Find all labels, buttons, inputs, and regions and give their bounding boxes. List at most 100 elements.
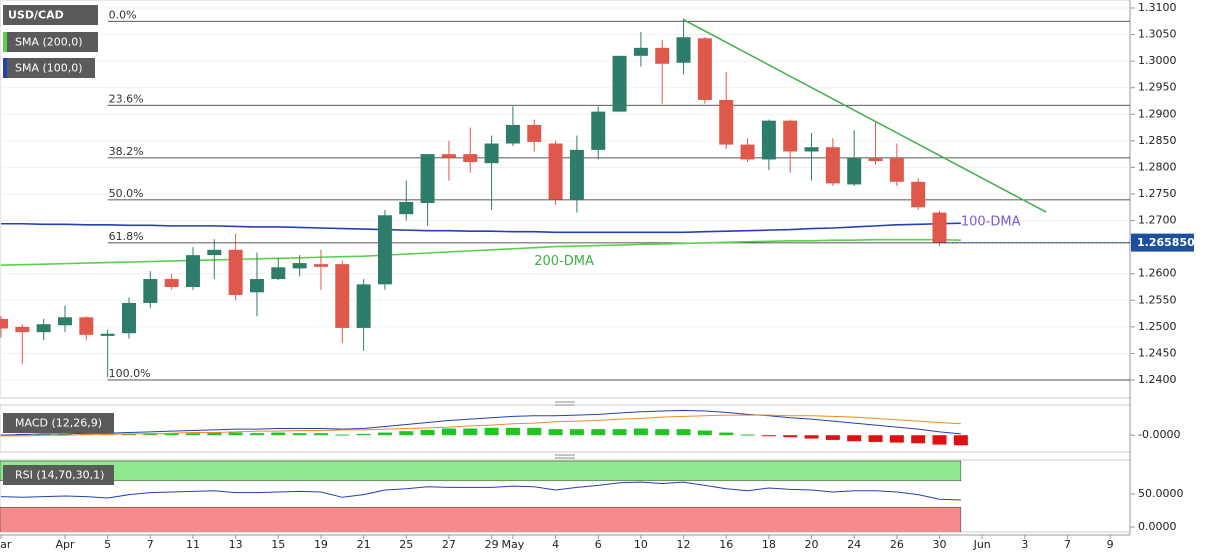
x-tick-label: May bbox=[502, 538, 525, 551]
x-tick-label: 7 bbox=[147, 538, 154, 551]
annotation: 100-DMA bbox=[961, 215, 1021, 230]
legend-swatch bbox=[3, 32, 7, 52]
legend-label: SMA (200,0) bbox=[15, 36, 83, 49]
y-tick-label: 1.2750 bbox=[1138, 187, 1177, 200]
candle-body bbox=[655, 47, 670, 64]
fib-label: 38.2% bbox=[109, 145, 144, 158]
y-tick-label: 1.2500 bbox=[1138, 320, 1177, 333]
macd-histogram-bar bbox=[399, 431, 414, 436]
x-tick-label: 13 bbox=[229, 538, 243, 551]
macd-histogram-bar bbox=[953, 435, 968, 446]
x-tick-label: 12 bbox=[677, 538, 691, 551]
main-plot: 0.0% 23.6% 38.2% 50.0% 61.8% 100.0% 100-DMA 200… bbox=[0, 7, 1130, 381]
y-tick-label: 1.2550 bbox=[1138, 293, 1177, 306]
x-tick-label: 10 bbox=[634, 538, 648, 551]
macd-histogram-bar bbox=[164, 433, 179, 436]
candle-body bbox=[271, 267, 286, 280]
x-tick-label: Mar bbox=[0, 538, 12, 551]
candle-body bbox=[591, 111, 606, 150]
candle-body bbox=[676, 37, 691, 63]
macd-histogram-bar bbox=[761, 435, 776, 437]
x-tick-label: 19 bbox=[314, 538, 328, 551]
macd-histogram-bar bbox=[57, 433, 72, 436]
y-tick-label: 50.0000 bbox=[1138, 487, 1184, 500]
macd-histogram-bar bbox=[740, 434, 755, 436]
macd-histogram-bar bbox=[591, 429, 606, 436]
macd-histogram-bar bbox=[377, 432, 392, 436]
macd-histogram-bar bbox=[889, 435, 904, 443]
macd-histogram-bar bbox=[463, 428, 478, 436]
x-tick-label: 16 bbox=[719, 538, 733, 551]
macd-histogram-bar bbox=[825, 435, 840, 440]
candle-body bbox=[15, 326, 30, 333]
fib-label: 0.0% bbox=[109, 8, 137, 21]
fib-label: 100.0% bbox=[109, 367, 151, 380]
fib-label: 50.0% bbox=[109, 187, 144, 200]
x-tick-label: 26 bbox=[890, 538, 904, 551]
candle-body bbox=[527, 124, 542, 142]
candle-body bbox=[761, 120, 776, 160]
candle-body bbox=[292, 263, 307, 269]
macd-histogram-bar bbox=[313, 433, 328, 436]
y-tick-label: -0.0000 bbox=[1138, 428, 1180, 441]
y-tick-label: 1.2900 bbox=[1138, 107, 1177, 120]
y-tick-label: 1.3100 bbox=[1138, 1, 1177, 14]
candle-body bbox=[143, 279, 158, 303]
candle-body bbox=[249, 279, 264, 293]
overbought-band bbox=[0, 460, 962, 482]
macd-histogram-bar bbox=[527, 427, 542, 436]
last-price-box bbox=[1131, 233, 1194, 252]
signal-line bbox=[1, 414, 961, 437]
main-pane bbox=[0, 0, 1131, 399]
trendline bbox=[683, 19, 1047, 213]
macd-histogram-bar bbox=[676, 429, 691, 436]
x-tick-label: 30 bbox=[933, 538, 947, 551]
legend: USD/CAD SMA (200,0) SMA (100,0) MACD (12… bbox=[3, 5, 114, 485]
macd-histogram-bar bbox=[847, 435, 862, 442]
x-tick-label: 4 bbox=[552, 538, 559, 551]
macd-plot bbox=[0, 409, 968, 446]
candle-body bbox=[441, 154, 456, 158]
sma-line bbox=[0, 238, 961, 267]
rsi-line bbox=[0, 481, 961, 501]
y-tick-label: 1.2950 bbox=[1138, 81, 1177, 94]
candle-body bbox=[569, 149, 584, 200]
candle-body bbox=[463, 154, 478, 163]
macd-histogram-bar bbox=[548, 429, 563, 436]
x-tick-label: 11 bbox=[186, 538, 200, 551]
candle-body bbox=[847, 157, 862, 185]
macd-histogram-bar bbox=[612, 429, 627, 436]
macd-histogram-bar bbox=[932, 435, 947, 445]
y-tick-label: 1.2800 bbox=[1138, 160, 1177, 173]
oversold-band bbox=[0, 506, 962, 532]
candle-body bbox=[740, 144, 755, 160]
x-tick-label: 5 bbox=[104, 538, 111, 551]
macd-histogram-bar bbox=[783, 435, 798, 438]
legend-box bbox=[3, 5, 98, 25]
candle-body bbox=[335, 264, 350, 328]
candle-body bbox=[0, 318, 8, 329]
macd-histogram-bar bbox=[569, 429, 584, 436]
candle-body bbox=[228, 249, 243, 295]
legend-swatch bbox=[3, 58, 7, 78]
candle-body bbox=[164, 279, 179, 287]
legend-box bbox=[3, 465, 114, 485]
candle-body bbox=[825, 147, 840, 184]
macd-histogram-bar bbox=[484, 427, 499, 436]
y-tick-label: 1.2600 bbox=[1138, 267, 1177, 280]
x-tick-label: 7 bbox=[1064, 538, 1071, 551]
macd-histogram-bar bbox=[121, 433, 136, 436]
candle-body bbox=[100, 333, 115, 336]
y-tick-label: 1.2450 bbox=[1138, 346, 1177, 359]
macd-histogram-bar bbox=[228, 432, 243, 436]
legend-box bbox=[3, 58, 95, 78]
candle-body bbox=[911, 181, 926, 208]
candle-body bbox=[207, 249, 222, 256]
candle-body bbox=[121, 302, 136, 334]
macd-line bbox=[0, 409, 961, 436]
macd-histogram-bar bbox=[911, 435, 926, 444]
macd-histogram-bar bbox=[505, 427, 520, 436]
macd-histogram-bar bbox=[633, 428, 648, 436]
y-tick-label: 1.3050 bbox=[1138, 28, 1177, 41]
macd-histogram-bar bbox=[441, 428, 456, 436]
